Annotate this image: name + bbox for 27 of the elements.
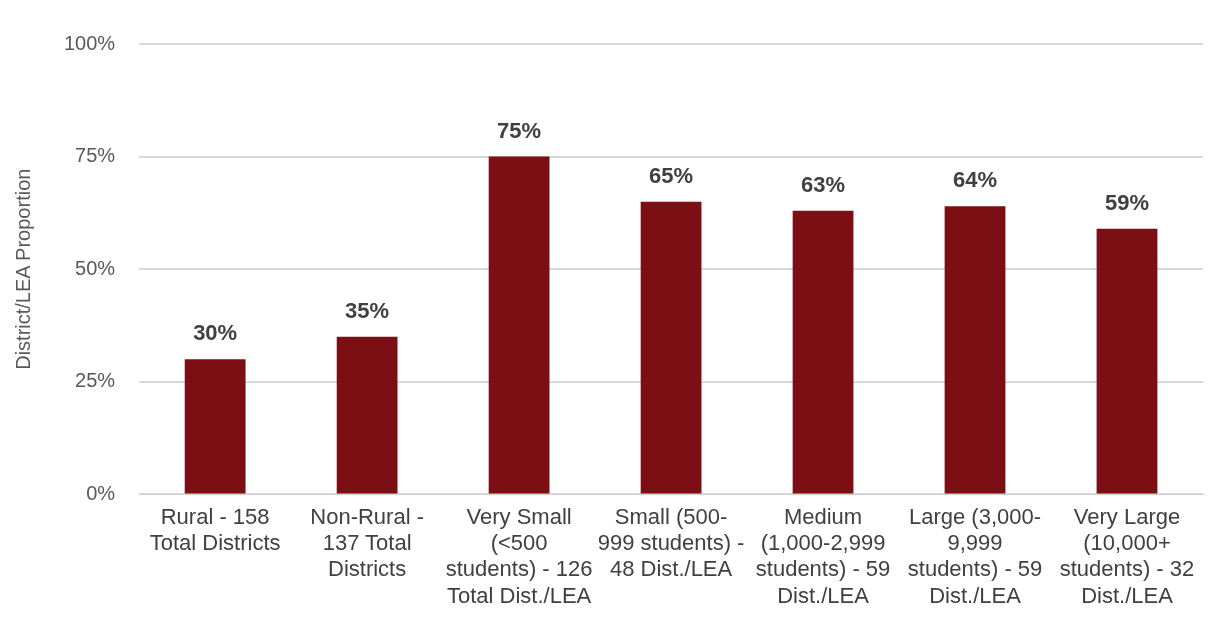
y-tick-label: 25% — [75, 369, 116, 392]
y-tick-label: 100% — [64, 31, 116, 54]
bar — [792, 210, 854, 494]
data-label: 64% — [953, 167, 998, 193]
x-tick-label: Very Large (10,000+ students) - 32 Dist./LEA — [1059, 503, 1195, 608]
x-tick-label: Large (3,000-9,999 students) - 59 Dist./LEA — [907, 503, 1043, 608]
x-tick-label: Medium (1,000-2,999 students) - 59 Dist./LEA — [755, 503, 891, 608]
data-label: 75% — [497, 117, 542, 143]
bar — [640, 201, 702, 494]
bar — [336, 336, 398, 494]
data-label: 65% — [649, 162, 694, 188]
data-label: 30% — [193, 320, 238, 346]
y-axis-title: District/LEA Proportion — [11, 168, 34, 370]
data-label: 59% — [1104, 189, 1150, 215]
y-tick-label: 0% — [86, 481, 116, 504]
y-tick-label: 50% — [75, 256, 116, 279]
bar — [488, 156, 550, 494]
bar — [1096, 228, 1158, 494]
x-tick-label: Non-Rural - 137 Total Districts — [310, 503, 424, 582]
x-tick-label: Rural - 158 Total Districts — [149, 503, 281, 556]
x-tick-label: Very Small (<500 students) - 126 Total Dist./LEA — [445, 503, 593, 608]
data-label: 63% — [801, 171, 846, 197]
bar — [184, 359, 246, 494]
data-label: 35% — [345, 297, 390, 323]
bar — [944, 206, 1006, 494]
y-tick-label: 75% — [75, 144, 116, 167]
x-tick-label: Small (500-999 students) - 48 Dist./LEA — [597, 503, 745, 582]
